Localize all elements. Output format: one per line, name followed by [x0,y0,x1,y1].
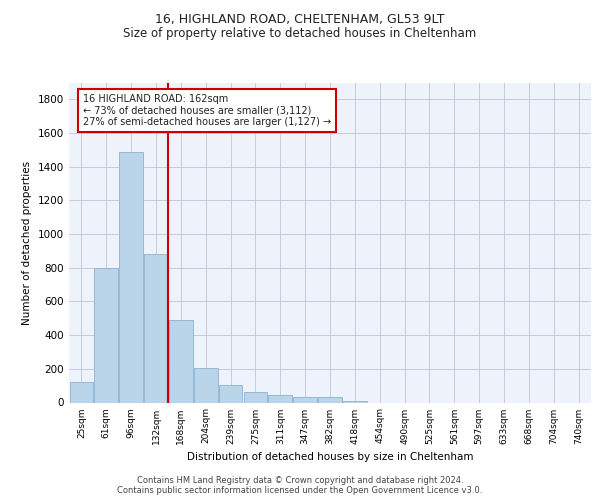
Bar [119,152,143,402]
Bar [144,254,168,402]
Text: Contains HM Land Registry data © Crown copyright and database right 2024.
Contai: Contains HM Land Registry data © Crown c… [118,476,482,495]
X-axis label: Distribution of detached houses by size in Cheltenham: Distribution of detached houses by size … [187,452,473,462]
Bar [318,398,342,402]
Bar [244,392,267,402]
Bar [343,401,367,402]
Bar [70,382,93,402]
Bar [94,268,118,402]
Text: Size of property relative to detached houses in Cheltenham: Size of property relative to detached ho… [124,28,476,40]
Bar [293,396,317,402]
Bar [194,368,218,402]
Bar [169,320,193,402]
Text: 16 HIGHLAND ROAD: 162sqm
← 73% of detached houses are smaller (3,112)
27% of sem: 16 HIGHLAND ROAD: 162sqm ← 73% of detach… [83,94,331,128]
Y-axis label: Number of detached properties: Number of detached properties [22,160,32,324]
Bar [268,395,292,402]
Bar [219,385,242,402]
Text: 16, HIGHLAND ROAD, CHELTENHAM, GL53 9LT: 16, HIGHLAND ROAD, CHELTENHAM, GL53 9LT [155,12,445,26]
